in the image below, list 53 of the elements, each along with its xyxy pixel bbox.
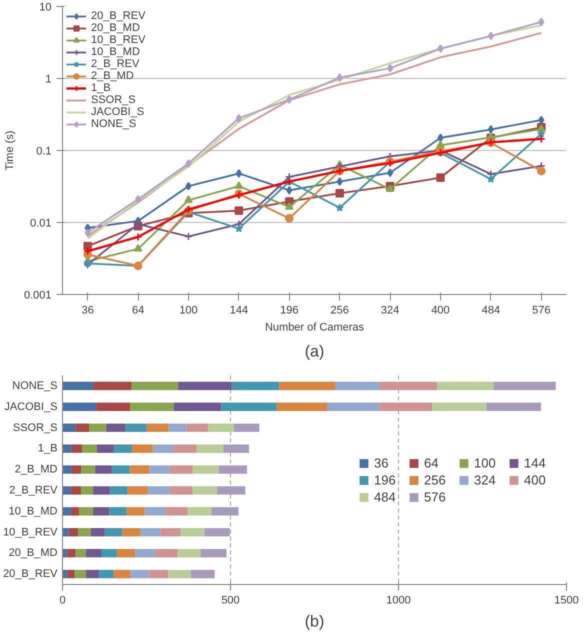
y-tick-label: 10 [39, 2, 52, 14]
x-tick-label: 1500 [554, 594, 579, 606]
y-tick-label: JACOBI_S [4, 400, 58, 413]
legend-label: 144 [524, 455, 547, 470]
legend-label: 64 [424, 455, 440, 470]
legend-label: 400 [524, 472, 547, 487]
y-tick-label: 0.1 [36, 146, 52, 158]
x-tick-label: 64 [132, 304, 144, 316]
legend-label: 10_B_REV [91, 34, 146, 46]
legend-label: 10_B_MD [91, 46, 140, 58]
x-tick-label: 1000 [386, 594, 411, 606]
legend-label: 1_B [91, 82, 111, 94]
legend-label: 20_B_REV [91, 10, 146, 22]
y-tick-label: 2_B_REV [9, 484, 58, 496]
x-tick-label: 500 [221, 594, 240, 606]
legend-label: JACOBI_S [91, 106, 144, 118]
x-tick-label: 0 [59, 594, 66, 606]
y-tick-label: 1 [45, 74, 52, 86]
y-tick-label: NONE_S [12, 380, 58, 392]
x-tick-label: 484 [482, 304, 500, 316]
x-tick-label: 576 [532, 304, 550, 316]
legend-label: 100 [474, 455, 497, 470]
x-tick-label: 100 [179, 304, 198, 316]
legend-label: SSOR_S [91, 94, 136, 106]
y-tick-label: 0.01 [30, 218, 52, 230]
text: (b) [304, 614, 324, 630]
x-tick-label: 324 [380, 304, 400, 316]
legend-label: 20_B_MD [91, 22, 140, 34]
x-tick-label: 36 [82, 304, 94, 316]
legend-label: 256 [424, 472, 447, 487]
legend-label: 484 [374, 489, 397, 504]
legend-label: 324 [474, 472, 497, 487]
legend-label: 196 [374, 472, 397, 487]
x-tick-label: 256 [330, 304, 349, 316]
y-axis-title: Time (s) [4, 130, 16, 170]
text: (a) [304, 344, 324, 360]
y-tick-label: 20_B_REV [3, 568, 58, 580]
legend-label: NONE_S [91, 118, 136, 130]
x-tick-label: 400 [431, 304, 450, 316]
legend-label: 576 [424, 489, 447, 504]
legend-label: 2_B_REV [91, 58, 140, 70]
y-tick-label: SSOR_S [12, 422, 58, 434]
y-tick-label: 10_B_MD [8, 505, 58, 518]
y-tick-label: 2_B_MD [14, 464, 58, 476]
x-tick-label: 196 [280, 304, 298, 316]
y-tick-label: 10_B_REV [3, 526, 58, 538]
legend-label: 2_B_MD [91, 70, 134, 82]
x-tick-label: 144 [230, 304, 248, 316]
x-axis-title: Number of Cameras [264, 322, 365, 334]
y-tick-label: 1_B [38, 442, 58, 455]
y-tick-label: 0.001 [24, 290, 52, 302]
y-tick-label: 20_B_MD [8, 547, 58, 560]
legend-label: 36 [374, 455, 390, 470]
